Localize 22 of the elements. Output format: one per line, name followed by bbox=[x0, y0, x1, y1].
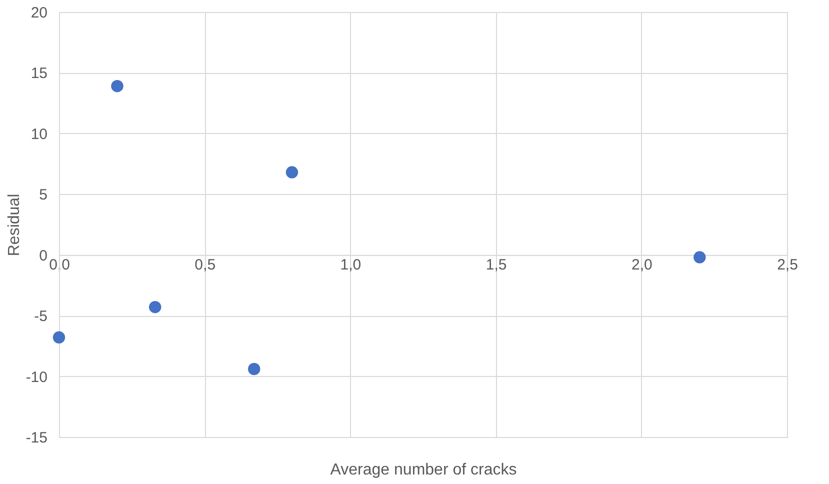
x-axis-title: Average number of cracks bbox=[330, 462, 517, 478]
y-tick-label: 5 bbox=[39, 186, 48, 204]
point bbox=[111, 80, 124, 92]
point bbox=[694, 251, 706, 264]
y-tick-label: 20 bbox=[30, 4, 48, 22]
point bbox=[248, 362, 260, 376]
point bbox=[52, 331, 66, 344]
x-tick-label: 0,5 bbox=[194, 256, 216, 274]
x-tick-label: 1,5 bbox=[486, 256, 507, 274]
y-tick-label: -15 bbox=[26, 430, 48, 446]
y-tick-label: -5 bbox=[34, 308, 48, 326]
x-tick-label: 2,0 bbox=[631, 256, 652, 274]
y-tick-label: -10 bbox=[26, 368, 48, 386]
point bbox=[148, 300, 162, 314]
x-tick-label: 1,0 bbox=[340, 256, 362, 274]
y-tick-label: 15 bbox=[30, 65, 48, 82]
point bbox=[286, 166, 298, 178]
y-axis-title: Residual bbox=[6, 194, 23, 256]
x-tick-label: 0,0 bbox=[49, 256, 70, 274]
x-tick-label: 2,5 bbox=[777, 256, 798, 274]
y-tick-label: 0 bbox=[39, 247, 48, 264]
y-tick-label: 10 bbox=[30, 126, 48, 143]
